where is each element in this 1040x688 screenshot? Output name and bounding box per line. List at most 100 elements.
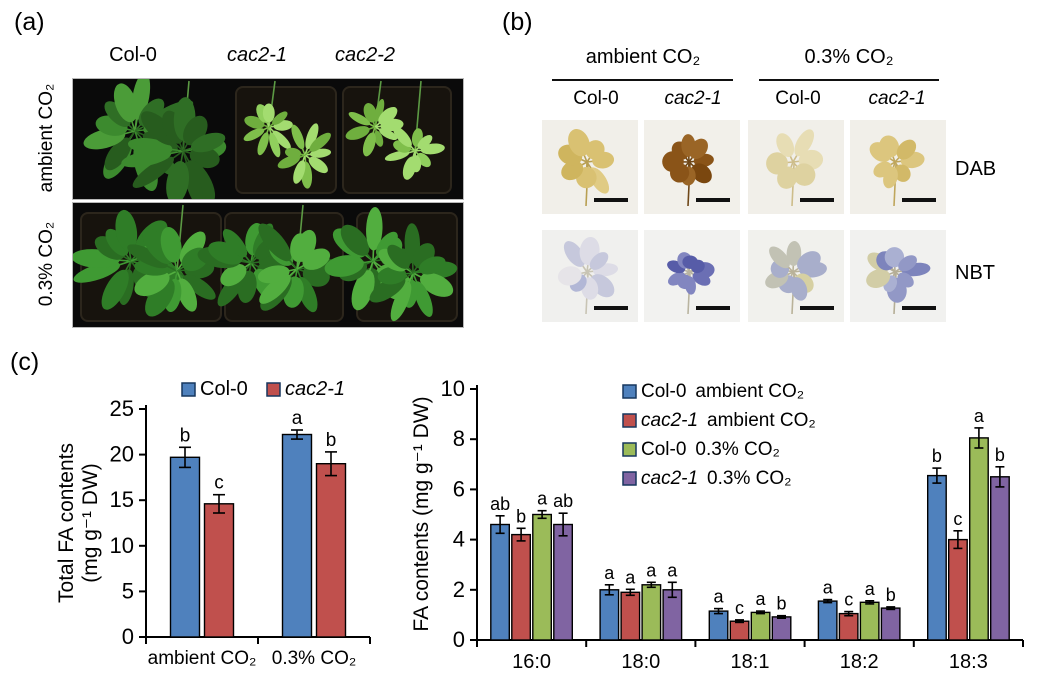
group-underline-ambient bbox=[552, 79, 733, 81]
y-axis-label-2: (mg g⁻¹ DW) bbox=[79, 463, 102, 583]
bar-18:0-Col-0 bbox=[599, 589, 620, 641]
scale-bar bbox=[800, 198, 834, 202]
legend-label: cac2-1 0.3% CO₂ bbox=[641, 468, 792, 489]
bar-18:3-cac2-1 bbox=[948, 538, 968, 641]
x-axis: 16:0 18:0 18:1 18:2 18:3 bbox=[476, 639, 1024, 673]
stain-image-nbt-col0-ambient-art bbox=[557, 236, 628, 315]
nbt-row-label: NBT bbox=[955, 262, 995, 284]
panel-b-group-ambient: ambient CO₂ bbox=[585, 46, 701, 68]
legend-label: cac2-1 bbox=[285, 378, 345, 400]
bar-0.3% CO₂-cac2-1 bbox=[315, 462, 347, 638]
y-tick-label: 8 bbox=[453, 426, 465, 451]
panel-b-sub-cac21-2: cac2-1 bbox=[868, 88, 926, 109]
sig-letter: a bbox=[974, 406, 985, 426]
sig-letter: a bbox=[646, 560, 657, 580]
x-category-label: 18:1 bbox=[731, 651, 770, 673]
sig-letter: a bbox=[604, 563, 615, 583]
bar-18:2-Col-0 bbox=[817, 600, 838, 641]
stain-image-dab-col0-ambient-art bbox=[558, 129, 628, 207]
stain-image-dab-cac21-ambient bbox=[644, 120, 740, 214]
stain-image-nbt-cac21-ambient-art bbox=[667, 252, 730, 315]
sig-letter: b bbox=[180, 425, 191, 446]
y-tick-label: 2 bbox=[453, 577, 465, 602]
stain-image-nbt-cac21-high-art bbox=[866, 247, 936, 315]
x-category-label: 0.3% CO₂ bbox=[272, 648, 356, 669]
bar-18:1-cac2-1 bbox=[771, 616, 792, 641]
dab-row-label: DAB bbox=[955, 158, 997, 180]
sig-letter: ab bbox=[553, 491, 573, 511]
stain-image-dab-cac21-high bbox=[850, 120, 946, 214]
bar-18:3-Col-0 bbox=[969, 437, 989, 641]
bar-18:2-cac2-1 bbox=[838, 612, 859, 641]
y-tick-label: 10 bbox=[441, 376, 465, 401]
stain-image-nbt-col0-high bbox=[748, 230, 844, 322]
stain-image-dab-cac21-high-art bbox=[869, 135, 936, 207]
bar-18:0-cac2-1 bbox=[620, 591, 641, 641]
scale-bar bbox=[902, 306, 936, 310]
bar-16:0-cac2-1 bbox=[511, 533, 532, 641]
plants-photo-high-co2 bbox=[72, 202, 464, 328]
group-underline-high-co2 bbox=[759, 79, 939, 81]
scale-bar bbox=[696, 306, 730, 310]
legend-label: cac2-1 ambient CO₂ bbox=[641, 410, 816, 431]
bar-16:0-Col-0 bbox=[532, 513, 553, 641]
sig-letter: c bbox=[214, 473, 224, 494]
panel-a-header-cac2-2: cac2-2 bbox=[334, 44, 396, 66]
panel-b-sub-col0-1: Col-0 bbox=[573, 88, 619, 109]
y-axis: 0 5 10 15 20 25 bbox=[110, 396, 147, 649]
legend-swatch bbox=[622, 413, 637, 428]
sig-letter: b bbox=[516, 506, 526, 526]
sig-letter: ab bbox=[490, 494, 510, 514]
sig-letter: a bbox=[537, 489, 548, 509]
stain-image-nbt-cac21-high bbox=[850, 230, 946, 322]
sig-letter: b bbox=[326, 430, 337, 451]
sig-letter: c bbox=[735, 598, 744, 618]
y-tick-label: 6 bbox=[453, 476, 465, 501]
sig-letter: a bbox=[823, 578, 834, 598]
sig-letter: b bbox=[776, 594, 786, 614]
legend: Col-0 cac2-1 bbox=[181, 378, 345, 400]
panel-b-sub-col0-2: Col-0 bbox=[775, 88, 821, 109]
x-category-label: ambient CO₂ bbox=[148, 648, 257, 669]
y-tick-label: 15 bbox=[110, 487, 134, 512]
legend-swatch bbox=[622, 471, 637, 486]
sig-letter: a bbox=[667, 560, 678, 580]
panel-a-header-col0: Col-0 bbox=[109, 44, 157, 66]
x-category-label: 18:2 bbox=[840, 651, 879, 673]
y-tick-label: 0 bbox=[122, 624, 134, 649]
panel-a-row-label-high-co2: 0.3% CO₂ bbox=[36, 221, 57, 307]
panel-a-row-label-ambient: ambient CO₂ bbox=[36, 83, 57, 193]
bar-18:1-Col-0 bbox=[750, 611, 771, 641]
sig-letter: b bbox=[995, 445, 1005, 465]
scale-bar bbox=[594, 306, 628, 310]
y-tick-label: 25 bbox=[110, 396, 134, 421]
bar-18:0-Col-0 bbox=[641, 584, 662, 641]
bar-ambient CO₂-Col-0 bbox=[169, 456, 201, 638]
legend-swatch bbox=[266, 382, 281, 397]
y-axis-label: FA contents (mg g⁻¹ DW) bbox=[410, 396, 433, 631]
y-tick-label: 20 bbox=[110, 442, 134, 467]
legend-label: Col-0 bbox=[200, 378, 248, 400]
bar-0.3% CO₂-Col-0 bbox=[281, 433, 313, 638]
panel-c-label: (c) bbox=[10, 348, 40, 376]
y-tick-label: 4 bbox=[453, 527, 465, 552]
x-category-label: 18:0 bbox=[621, 651, 660, 673]
sig-letter: a bbox=[625, 567, 636, 587]
panel-b-label: (b) bbox=[502, 8, 533, 36]
legend-label: Col-0 0.3% CO₂ bbox=[641, 439, 780, 460]
y-axis-label: Total FA contents bbox=[55, 443, 78, 603]
bar-18:1-cac2-1 bbox=[729, 620, 750, 641]
scale-bar bbox=[902, 198, 936, 202]
plants-photo-ambient-co2 bbox=[72, 78, 464, 200]
stain-image-nbt-col0-high-art bbox=[765, 241, 834, 315]
legend-swatch bbox=[622, 384, 637, 399]
bar-18:3-cac2-1 bbox=[990, 476, 1010, 641]
scale-bar bbox=[800, 306, 834, 310]
bar-18:1-Col-0 bbox=[708, 610, 729, 641]
